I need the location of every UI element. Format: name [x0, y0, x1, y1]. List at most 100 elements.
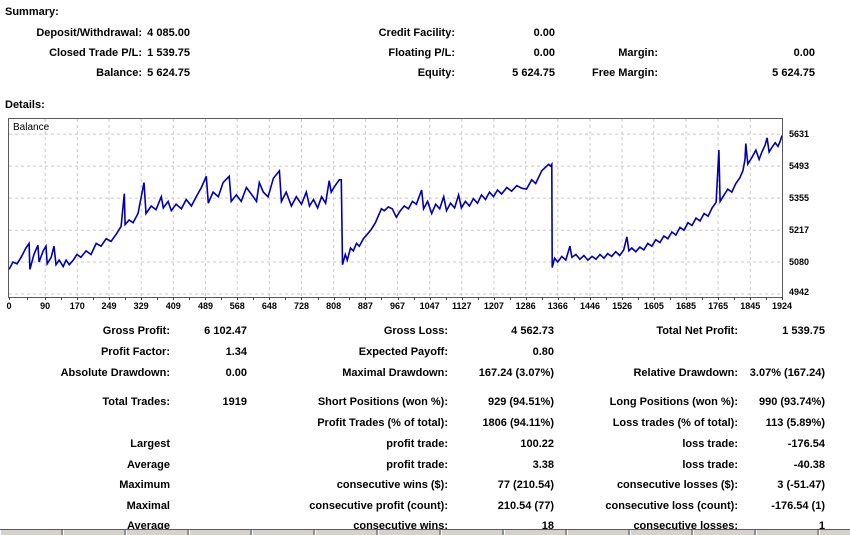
stat-label: consecutive loss (count):: [605, 500, 738, 512]
summary-value: 0.00: [533, 47, 555, 59]
x-axis-tick-label: 1845: [740, 301, 761, 311]
x-axis-tickmark: [45, 297, 47, 300]
x-axis-tick-label: 90: [40, 301, 51, 311]
stat-value: 1.34: [225, 346, 247, 358]
x-axis-tick-label: 170: [69, 301, 85, 311]
stat-value: 3.07% (167.24): [749, 367, 825, 379]
stat-label: Profit Factor:: [100, 346, 170, 358]
summary-label: Floating P/L:: [388, 47, 455, 59]
summary-value: 5 624.75: [147, 67, 190, 79]
y-axis-tick-label: 5493: [789, 161, 810, 172]
stat-label: profit trade:: [386, 459, 448, 471]
x-axis-tick-label: 1207: [483, 301, 504, 311]
x-axis-tick-label: 1286: [515, 301, 536, 311]
stat-value: 167.24 (3.07%): [478, 367, 554, 379]
summary-value: 0.00: [533, 27, 555, 39]
x-axis-tickmark: [317, 297, 319, 300]
stat-label: Gross Profit:: [102, 325, 170, 337]
x-axis-tickmark: [141, 297, 143, 300]
x-axis-tickmark: [381, 297, 383, 300]
x-axis-tickmark: [269, 297, 271, 300]
x-axis-tick-label: 648: [261, 301, 277, 311]
stat-value: 990 (93.74%): [758, 396, 825, 408]
x-axis-tickmark: [685, 297, 687, 300]
x-axis-tickmark: [750, 297, 752, 300]
x-axis-tickmark: [493, 297, 495, 300]
x-axis-tickmark: [333, 297, 335, 300]
summary-value: 4 085.00: [147, 27, 190, 39]
y-axis-tick-label: 4942: [789, 287, 810, 297]
x-axis-tick-label: 249: [101, 301, 117, 311]
stat-label: consecutive losses ($):: [616, 479, 738, 491]
x-axis-tick-label: 1526: [612, 301, 633, 311]
summary-label: Closed Trade P/L:: [49, 47, 142, 59]
y-axis-tick-label: 5217: [789, 225, 810, 236]
stat-label: Maximal Drawdown:: [342, 367, 448, 379]
details-section-title: Details:: [5, 99, 45, 111]
x-axis-tickmark: [734, 297, 736, 300]
x-axis-tickmark: [573, 297, 575, 300]
stat-value: 929 (94.51%): [487, 396, 554, 408]
stat-value: 3 (-51.47): [777, 479, 825, 491]
stat-label: Relative Drawdown:: [633, 367, 738, 379]
x-axis-tickmark: [125, 297, 127, 300]
summary-row: Balance: 5 624.75 Equity: 5 624.75 Free Marg…: [0, 66, 815, 81]
x-axis-tickmark: [782, 297, 783, 300]
x-axis-tick-label: 1765: [708, 301, 729, 311]
x-axis-tick-label: 808: [326, 301, 342, 311]
x-axis-tickmark: [189, 297, 191, 300]
stat-value: 3.38: [532, 459, 554, 471]
stat-value: -40.38: [793, 459, 825, 471]
stat-value: 1806 (94.11%): [482, 417, 554, 429]
x-axis-tickmark: [237, 297, 239, 300]
summary-label: Equity:: [417, 67, 455, 79]
y-axis-tick-label: 5080: [789, 256, 810, 267]
x-axis-tick-label: 329: [133, 301, 149, 311]
stat-label: Short Positions (won %):: [317, 396, 448, 408]
stat-label: consecutive wins ($):: [336, 479, 448, 491]
x-axis-tickmark: [477, 297, 479, 300]
stat-value: 1: [818, 520, 825, 532]
stat-value: 6 102.47: [204, 325, 247, 337]
stat-label: Profit Trades (% of total):: [317, 417, 448, 429]
x-axis-tickmark: [27, 297, 29, 300]
stat-label: Maximal: [126, 500, 170, 512]
x-axis-tickmark: [157, 297, 159, 300]
summary-label: Balance:: [96, 67, 142, 79]
x-axis-tickmark: [509, 297, 511, 300]
x-axis-tickmark: [653, 297, 655, 300]
stat-label: Absolute Drawdown:: [60, 367, 170, 379]
x-axis-tickmark: [606, 297, 608, 300]
stat-label: Total Net Profit:: [656, 325, 738, 337]
x-axis-tickmark: [637, 297, 639, 300]
x-axis-tickmark: [557, 297, 559, 300]
x-axis-tickmark: [205, 297, 207, 300]
stat-label: Maximum: [119, 479, 170, 491]
x-axis-tickmark: [429, 297, 431, 300]
x-axis-tickmark: [253, 297, 255, 300]
x-axis-tick-label: 887: [357, 301, 373, 311]
x-axis-tickmark: [61, 297, 63, 300]
stat-row: Absolute Drawdown: 0.00 Maximal Drawdown: 1…: [0, 366, 825, 381]
y-axis-tick-label: 5355: [789, 193, 810, 204]
stat-value: 1919: [222, 396, 247, 408]
x-axis-tickmark: [622, 297, 624, 300]
x-axis-tickmark: [173, 297, 175, 300]
x-axis-tickmark: [413, 297, 415, 300]
x-axis-tickmark: [221, 297, 223, 300]
x-axis-tick-label: 1127: [452, 301, 472, 311]
x-axis-tick-label: 489: [197, 301, 213, 311]
x-axis-tick-label: 1047: [419, 301, 440, 311]
stat-row: Largest profit trade: 100.22 loss trade: -17…: [0, 437, 825, 452]
summary-label: Free Margin:: [591, 67, 658, 79]
summary-section-title: Summary:: [5, 6, 59, 18]
x-axis-tickmark: [541, 297, 543, 300]
summary-value: 5 624.75: [772, 67, 815, 79]
summary-label: Credit Facility:: [378, 27, 455, 39]
x-axis-tickmark: [669, 297, 671, 300]
summary-label: Deposit/Withdrawal:: [36, 27, 142, 39]
stat-label: Expected Payoff:: [358, 346, 448, 358]
stat-row: Maximal consecutive profit (count): 210.54…: [0, 499, 825, 514]
stat-label: loss trade:: [682, 438, 738, 450]
x-axis-tick-label: 728: [293, 301, 309, 311]
